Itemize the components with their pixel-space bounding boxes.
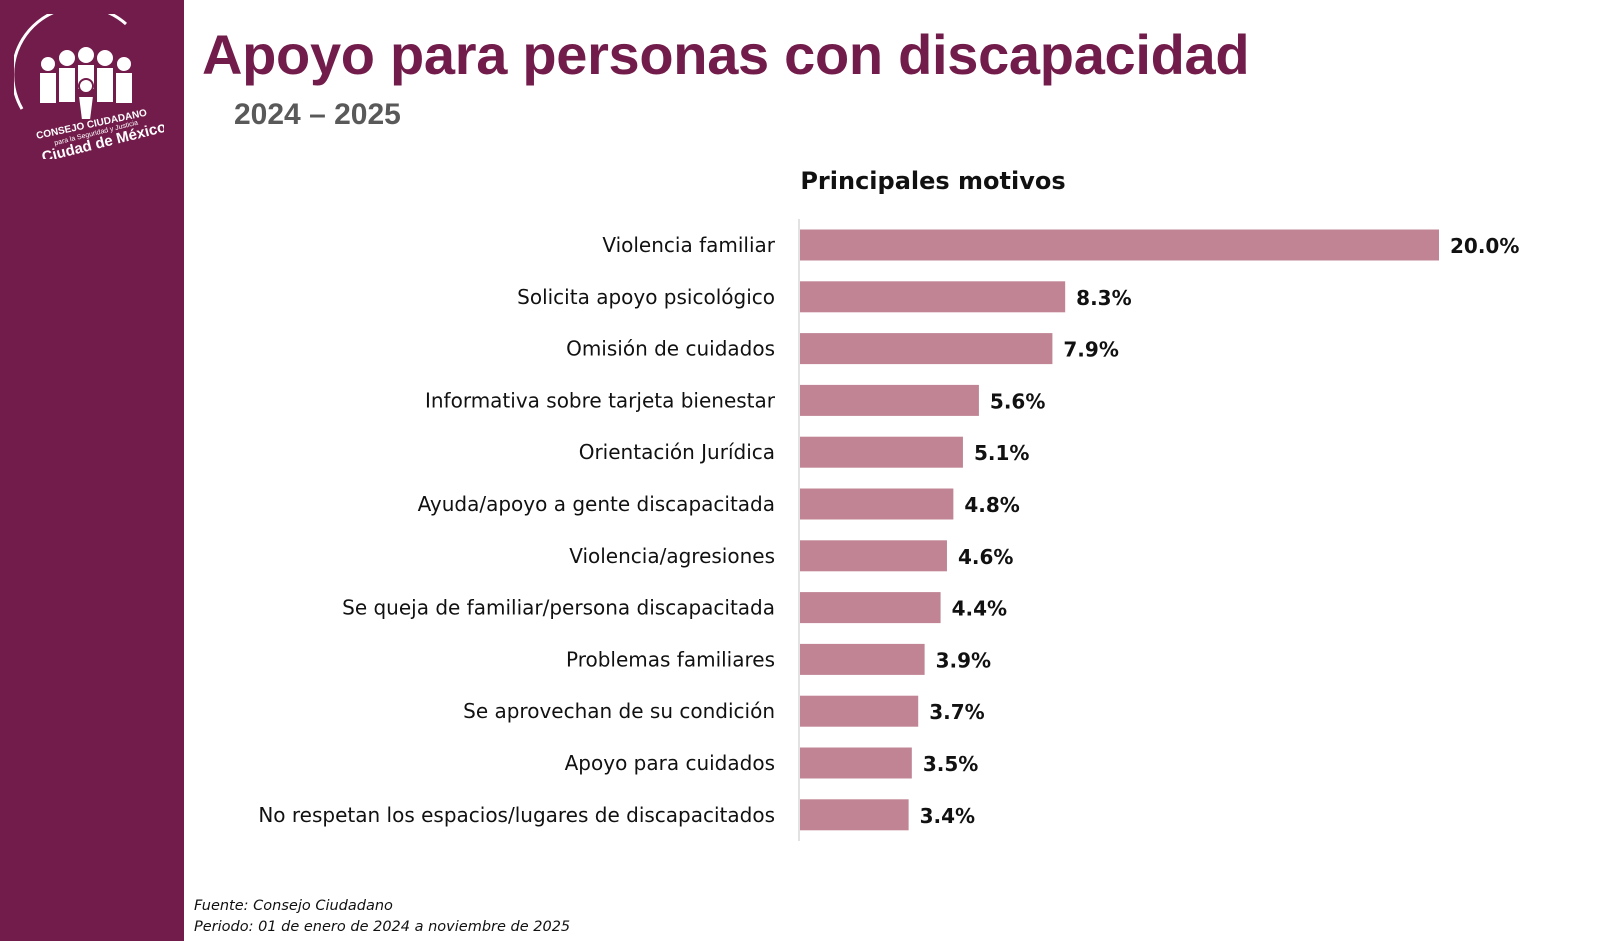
category-label: Solicita apoyo psicológico <box>517 285 775 309</box>
data-label: 3.7% <box>929 700 984 724</box>
data-label: 4.4% <box>952 597 1007 621</box>
category-label: Orientación Jurídica <box>579 440 775 464</box>
data-label: 3.4% <box>920 804 975 828</box>
consejo-ciudadano-logo: CONSEJO CIUDADANO para la Seguridad y Ju… <box>14 14 164 159</box>
category-label: Ayuda/apoyo a gente discapacitada <box>418 492 775 516</box>
bar <box>800 488 954 520</box>
bar <box>800 281 1066 313</box>
footer: Fuente: Consejo Ciudadano Periodo: 01 de… <box>194 896 570 938</box>
bar <box>800 333 1053 365</box>
bar <box>800 643 925 675</box>
category-label: Apoyo para cuidados <box>565 751 775 775</box>
bar <box>800 384 979 416</box>
category-label: Informativa sobre tarjeta bienestar <box>425 388 776 412</box>
bar <box>800 229 1439 261</box>
bar <box>800 436 963 468</box>
category-label: Problemas familiares <box>566 647 775 671</box>
data-label: 20.0% <box>1450 234 1519 258</box>
period-note: Periodo: 01 de enero de 2024 a noviembre… <box>194 919 571 935</box>
bar <box>800 695 919 727</box>
data-label: 4.8% <box>964 493 1019 517</box>
category-label: No respetan los espacios/lugares de disc… <box>258 803 775 827</box>
page-title: Apoyo para personas con discapacidad <box>202 23 1250 86</box>
category-label: Omisión de cuidados <box>566 337 775 361</box>
source-note: Fuente: Consejo Ciudadano <box>194 898 393 914</box>
data-label: 5.1% <box>974 441 1029 465</box>
bar <box>800 540 947 572</box>
category-label: Violencia/agresiones <box>569 544 775 568</box>
chart-title: Principales motivos <box>800 167 1065 195</box>
bar <box>800 799 909 831</box>
data-label: 3.9% <box>936 648 991 672</box>
sidebar-band: CONSEJO CIUDADANO para la Seguridad y Ju… <box>0 0 184 941</box>
data-label: 3.5% <box>923 752 978 776</box>
data-label: 8.3% <box>1076 286 1131 310</box>
data-label: 5.6% <box>990 389 1045 413</box>
page-subtitle: 2024 – 2025 <box>234 98 401 131</box>
bar <box>800 747 912 779</box>
data-label: 7.9% <box>1063 338 1118 362</box>
bar <box>800 592 941 624</box>
data-label: 4.6% <box>958 545 1013 569</box>
category-label: Se aprovechan de su condición <box>463 699 775 723</box>
category-label: Violencia familiar <box>602 233 775 257</box>
category-label: Se queja de familiar/persona discapacita… <box>342 596 775 620</box>
